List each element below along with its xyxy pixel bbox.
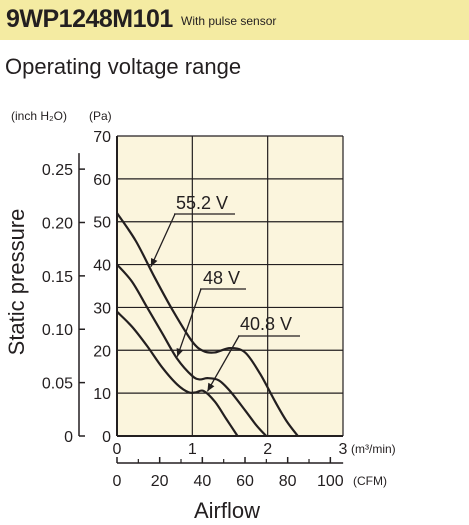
series-label: 48 V — [203, 268, 240, 288]
inch-tick-label: 0.20 — [42, 215, 73, 232]
label-leader — [150, 213, 176, 267]
cfm-tick-label: 80 — [279, 473, 297, 490]
cfm-unit-label: (CFM) — [353, 474, 387, 488]
inch-tick-label: 0.05 — [42, 376, 73, 393]
axes — [78, 136, 344, 464]
curve-55-2-v — [116, 212, 299, 437]
inch-tick-label: 0.15 — [42, 269, 73, 286]
pa-tick-label: 50 — [93, 215, 111, 232]
inch-tick-label: 0.10 — [42, 322, 73, 339]
pa-tick-label: 30 — [93, 300, 111, 317]
cfm-tick-label: 20 — [151, 473, 169, 490]
m3-tick-label: 0 — [113, 441, 122, 458]
pa-tick-label: 0 — [102, 429, 111, 446]
pa-unit-label: (Pa) — [89, 109, 112, 123]
label-leader — [206, 335, 240, 392]
m3-tick-label: 3 — [339, 441, 348, 458]
y-axis-title: Static pressure — [4, 209, 29, 356]
cfm-tick-label: 40 — [193, 473, 211, 490]
cfm-tick-label: 0 — [113, 473, 122, 490]
inch-unit-label: (inch H₂O) — [11, 109, 67, 123]
pa-tick-label: 70 — [93, 129, 111, 146]
plot-area — [117, 136, 343, 436]
curve-48-v — [116, 263, 267, 437]
curve-group — [116, 212, 299, 437]
inch-tick-label: 0 — [64, 429, 73, 446]
label-arrowhead — [176, 348, 184, 357]
curve-40-8-v — [116, 310, 239, 437]
label-leader — [176, 288, 202, 357]
label-arrowhead — [150, 257, 158, 267]
pa-tick-label: 40 — [93, 258, 111, 275]
title-band: 9WP1248M101 With pulse sensor — [0, 0, 469, 40]
grid-lines — [117, 135, 344, 436]
series-labels: 55.2 V 48 V 40.8 V — [150, 193, 300, 392]
model-subtitle: With pulse sensor — [181, 14, 277, 28]
m3-tick-label: 1 — [188, 441, 197, 458]
pa-tick-label: 60 — [93, 172, 111, 189]
pa-tick-label: 20 — [93, 343, 111, 360]
cfm-tick-label: 100 — [317, 473, 344, 490]
label-arrowhead — [207, 382, 215, 392]
cfm-tick-label: 60 — [236, 473, 254, 490]
pa-tick-label: 10 — [93, 386, 111, 403]
series-label: 40.8 V — [240, 314, 292, 334]
series-label: 55.2 V — [176, 193, 228, 213]
m3-unit-label: (m³/min) — [351, 442, 396, 456]
inch-tick-label: 0.25 — [42, 162, 73, 179]
x-axis-title: Airflow — [194, 498, 260, 523]
m3-tick-label: 2 — [263, 441, 272, 458]
model-name: 9WP1248M101 — [6, 5, 173, 33]
chart-heading: Operating voltage range — [5, 54, 242, 79]
